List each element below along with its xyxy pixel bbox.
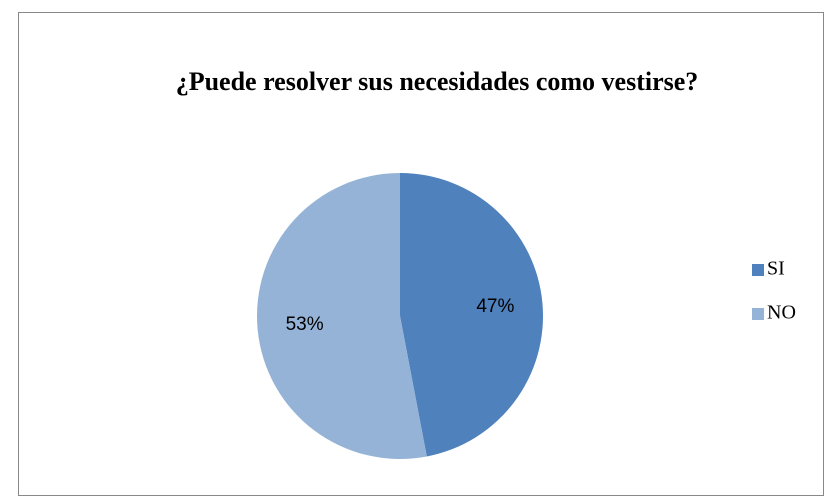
legend-swatch	[752, 264, 764, 276]
chart-title: ¿Puede resolver sus necesidades como ves…	[176, 67, 699, 96]
pie-slice	[256, 173, 427, 459]
legend-swatch	[752, 308, 764, 320]
legend-label: NO	[767, 302, 796, 324]
data-label: 53%	[286, 314, 324, 335]
pie-slice	[400, 173, 543, 457]
legend-label: SI	[767, 258, 785, 280]
data-label: 47%	[476, 296, 514, 317]
